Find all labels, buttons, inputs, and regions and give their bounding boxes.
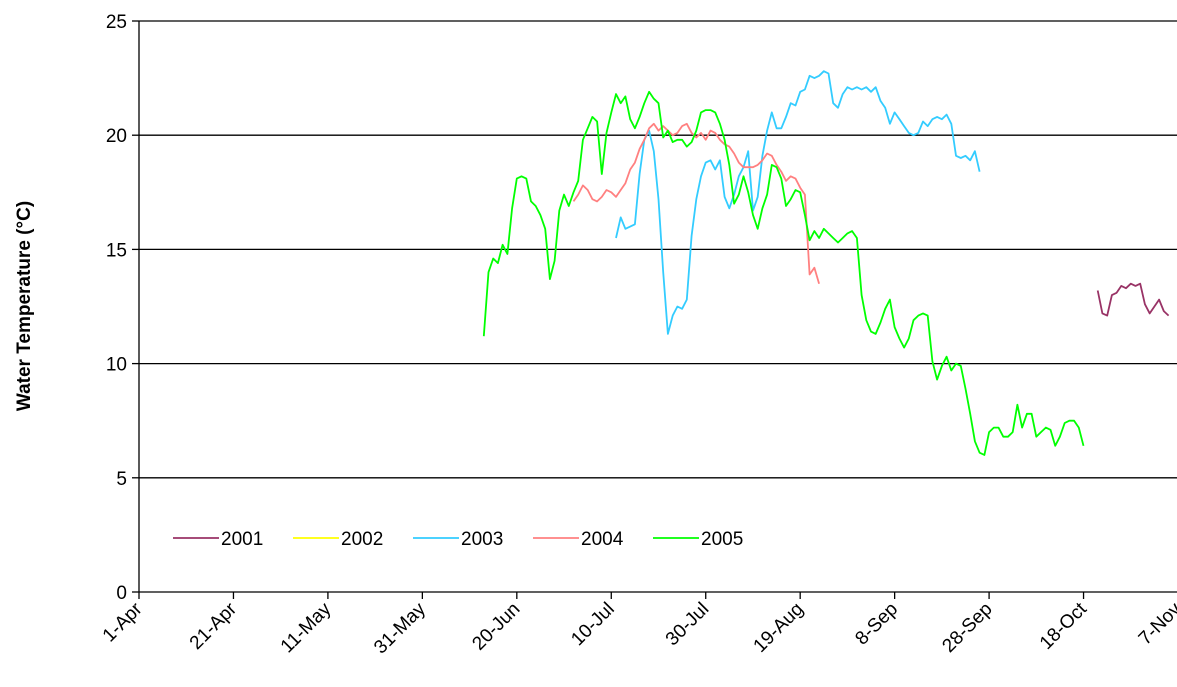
series-line-2004: [572, 122, 820, 284]
x-tick-label: 1-Apr: [99, 598, 147, 646]
series-lines: [482, 70, 1170, 456]
x-tick-label: 11-May: [277, 598, 336, 657]
x-tick-label: 10-Jul: [567, 599, 618, 650]
series-line-2005: [482, 90, 1085, 456]
y-tick-label: 5: [116, 469, 127, 490]
series-line-2001: [1096, 282, 1170, 317]
x-tick-label: 19-Aug: [750, 599, 808, 657]
y-tick-label: 0: [116, 583, 127, 604]
x-tick-label: 20-Jun: [468, 599, 524, 655]
y-tick-label: 15: [106, 240, 127, 261]
y-tick-label: 20: [106, 126, 127, 147]
legend-label-2001: 2001: [221, 529, 263, 550]
axes: 0 5 10 15 20 25 1-Apr 21-Apr 11-May 31-May 20-Jun 1…: [99, 12, 1177, 658]
y-tick-label: 25: [106, 12, 127, 33]
legend-label-2002: 2002: [341, 529, 383, 550]
y-axis-title: Water Temperature (°C): [14, 201, 35, 411]
x-tick-label: 8-Sep: [851, 599, 902, 650]
gridlines: [139, 20, 1177, 479]
x-tick-label: 7-Nov: [1135, 598, 1177, 649]
x-tick-label: 18-Oct: [1036, 598, 1092, 654]
x-tick-label: 21-Apr: [186, 598, 242, 654]
legend-label-2003: 2003: [461, 529, 503, 550]
x-tick-label: 31-May: [370, 598, 430, 658]
series-line-2003: [615, 70, 981, 335]
x-tick-label: 28-Sep: [938, 599, 996, 657]
legend-label-2005: 2005: [701, 529, 743, 550]
legend-label-2004: 2004: [581, 529, 624, 550]
y-tick-label: 10: [106, 355, 127, 376]
x-tick-label: 30-Jul: [662, 599, 713, 650]
legend: 2001 2002 2003 2004 2005: [173, 529, 743, 550]
